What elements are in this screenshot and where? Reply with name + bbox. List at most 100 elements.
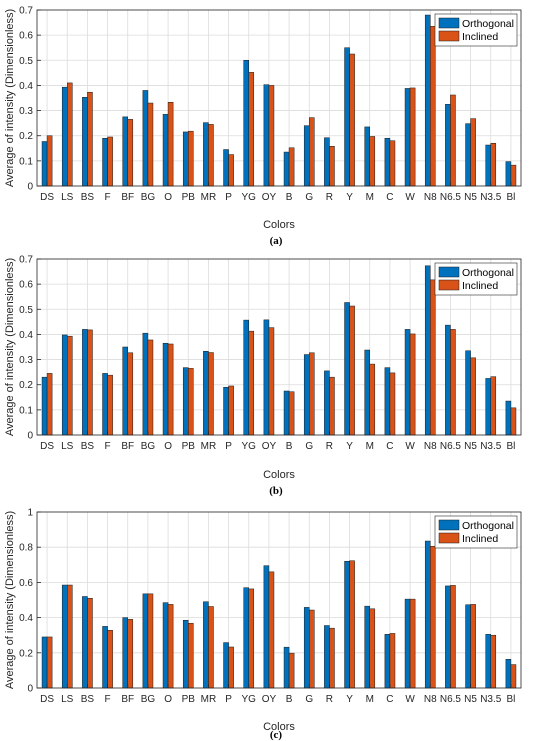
bar-inclined-m (369, 608, 376, 689)
x-tick-label: OY (262, 694, 277, 705)
bar-orthogonal-ls (61, 86, 68, 187)
bar-inclined-r (329, 627, 335, 689)
bar-inclined-m (369, 136, 376, 187)
bar-orthogonal-mr (203, 351, 209, 436)
bar-inclined-bl (510, 407, 517, 436)
y-tick-label: 0.1 (19, 156, 33, 167)
x-tick-label: P (225, 694, 232, 705)
x-tick-label: LS (61, 192, 74, 203)
bar-inclined-pb (188, 368, 194, 436)
bar-orthogonal-m (364, 126, 371, 187)
x-tick-label: P (225, 441, 232, 452)
x-tick-label: OY (262, 441, 277, 452)
x-axis-label: Colors (263, 469, 295, 481)
bar-inclined-n5 (470, 118, 476, 187)
bar-orthogonal-bg (142, 90, 149, 187)
x-tick-label: O (164, 441, 172, 452)
bar-orthogonal-o (162, 342, 169, 436)
x-tick-label: M (366, 192, 374, 203)
x-tick-label: Y (346, 192, 353, 203)
bar-orthogonal-bg (142, 332, 149, 436)
x-tick-label: B (286, 441, 293, 452)
x-tick-label: YG (242, 441, 257, 452)
bar-inclined-n3-5 (490, 143, 497, 187)
bar-inclined-bl (510, 664, 517, 689)
bar-inclined-n8 (430, 279, 436, 436)
bar-orthogonal-w (404, 88, 411, 187)
x-tick-label: N3.5 (480, 694, 502, 705)
x-tick-label: O (164, 192, 172, 203)
bar-orthogonal-bl (505, 400, 512, 436)
bar-orthogonal-bs (82, 596, 88, 689)
x-tick-label: N8 (424, 694, 437, 705)
x-tick-label: M (366, 694, 374, 705)
bar-inclined-b (288, 147, 295, 187)
bar-orthogonal-p (223, 642, 229, 689)
x-tick-label: BG (141, 192, 156, 203)
bar-orthogonal-g (303, 607, 310, 689)
legend-label-inclined: Inclined (462, 533, 498, 545)
bar-orthogonal-c (384, 367, 391, 436)
bar-orthogonal-w (404, 329, 411, 436)
bar-inclined-ds (46, 636, 53, 689)
legend-label-orthogonal: Orthogonal (462, 267, 514, 279)
x-tick-label: Bl (506, 694, 515, 705)
bar-orthogonal-pb (182, 619, 189, 689)
y-tick-label: 0.6 (19, 280, 33, 291)
bar-inclined-r (329, 146, 335, 187)
bar-orthogonal-m (364, 605, 371, 689)
x-tick-label: N6.5 (440, 441, 462, 452)
x-tick-label: BS (81, 694, 95, 705)
bar-inclined-r (329, 376, 335, 436)
x-tick-label: DS (40, 192, 54, 203)
y-axis-label: Average of intensity (Dimensionless) (4, 258, 16, 436)
x-tick-label: G (305, 441, 313, 452)
x-tick-label: N8 (424, 441, 437, 452)
bar-orthogonal-f (102, 626, 108, 689)
bar-inclined-n8 (430, 546, 436, 689)
bar-orthogonal-bf (122, 346, 129, 436)
bar-inclined-m (369, 363, 376, 436)
bar-inclined-c (389, 633, 396, 689)
bar-inclined-o (167, 343, 174, 436)
legend-label-orthogonal: Orthogonal (462, 520, 514, 532)
bar-inclined-n8 (430, 26, 436, 187)
bar-orthogonal-bf (122, 617, 129, 689)
bar-inclined-b (288, 652, 295, 689)
y-tick-label: 0.2 (19, 648, 33, 659)
y-axis-label: Average of intensity (Dimensionless) (4, 511, 16, 689)
x-tick-label: LS (61, 441, 74, 452)
chart-panel-2: 00.10.20.30.40.50.60.7DS LS BS F BF BG O PB MR P Y… (4, 255, 522, 497)
x-tick-label: N6.5 (440, 694, 462, 705)
x-tick-label: Bl (506, 441, 515, 452)
bar-inclined-p (228, 385, 234, 436)
bar-orthogonal-bg (142, 593, 149, 689)
bar-inclined-mr (208, 606, 214, 689)
bar-inclined-c (389, 140, 396, 187)
bar-inclined-o (167, 604, 174, 689)
bar-orthogonal-bs (82, 96, 88, 187)
y-tick-label: 0.7 (19, 255, 33, 266)
legend-swatch-orthogonal (438, 17, 460, 29)
bar-inclined-y (349, 560, 355, 689)
bar-inclined-w (409, 598, 416, 689)
bar-inclined-g (309, 117, 315, 187)
bar-orthogonal-n5 (465, 350, 471, 436)
x-tick-label: BF (121, 192, 134, 203)
x-tick-label: C (386, 441, 393, 452)
x-tick-label: O (164, 694, 172, 705)
bar-orthogonal-y (344, 302, 350, 436)
bar-orthogonal-m (364, 349, 371, 436)
x-tick-label: P (225, 192, 232, 203)
bar-inclined-yg (248, 588, 255, 689)
axes-box (36, 9, 522, 187)
x-axis-label: Colors (263, 219, 295, 231)
bar-orthogonal-bl (505, 161, 512, 187)
bar-orthogonal-b (283, 390, 290, 436)
bar-orthogonal-p (223, 149, 229, 187)
bar-orthogonal-w (404, 598, 411, 689)
bar-orthogonal-ds (41, 636, 48, 689)
legend-swatch-inclined (438, 279, 460, 291)
bar-orthogonal-o (162, 114, 169, 187)
bar-inclined-p (228, 154, 234, 187)
